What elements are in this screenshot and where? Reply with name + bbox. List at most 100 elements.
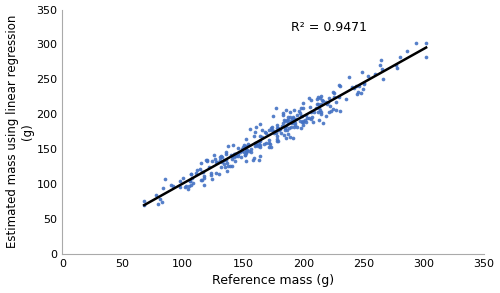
Point	[262, 141, 270, 145]
Point	[403, 49, 411, 53]
Point	[348, 85, 356, 90]
Point	[232, 159, 239, 163]
Point	[198, 170, 206, 175]
Point	[309, 119, 317, 124]
Point	[274, 125, 282, 130]
Point	[314, 95, 322, 100]
Point	[288, 118, 296, 123]
Point	[252, 142, 260, 146]
Text: R² = 0.9471: R² = 0.9471	[291, 21, 367, 33]
Point	[292, 125, 300, 129]
Point	[196, 166, 204, 171]
Point	[332, 99, 340, 104]
Point	[224, 164, 232, 168]
Point	[273, 133, 281, 138]
Point	[296, 105, 304, 110]
Point	[285, 126, 293, 130]
Point	[298, 120, 306, 124]
Point	[364, 74, 372, 78]
Point	[167, 183, 175, 188]
Point	[208, 159, 216, 163]
Point	[282, 124, 290, 129]
Point	[186, 178, 194, 183]
Point	[357, 91, 365, 96]
Point	[247, 146, 255, 151]
Point	[310, 109, 318, 114]
Point	[314, 110, 322, 115]
Point	[286, 134, 294, 139]
Point	[207, 172, 215, 177]
Point	[188, 183, 196, 188]
Point	[222, 158, 230, 163]
Point	[227, 152, 235, 157]
Point	[252, 124, 260, 129]
Point	[202, 158, 210, 163]
Point	[276, 131, 284, 136]
Point	[262, 130, 270, 135]
Point	[161, 176, 169, 181]
Point	[299, 119, 307, 124]
Point	[234, 154, 242, 158]
Point	[412, 41, 420, 45]
Point	[265, 127, 273, 132]
Point	[268, 128, 276, 132]
Point	[289, 116, 297, 120]
Point	[284, 115, 292, 120]
Point	[315, 117, 323, 122]
Point	[180, 175, 188, 180]
Point	[289, 115, 297, 120]
Point	[330, 95, 338, 100]
Point	[220, 158, 228, 163]
Point	[291, 123, 299, 128]
Point	[326, 103, 334, 108]
Point	[286, 115, 294, 119]
Point	[190, 181, 198, 186]
Point	[280, 132, 288, 137]
Point	[282, 118, 290, 122]
Point	[232, 151, 239, 156]
Point	[239, 144, 247, 149]
Point	[205, 165, 213, 169]
Point	[296, 111, 304, 115]
Point	[170, 184, 177, 188]
Point	[316, 95, 324, 100]
Point	[354, 90, 362, 94]
Point	[228, 154, 236, 158]
Point	[188, 176, 196, 180]
Point	[254, 158, 262, 163]
Point	[241, 153, 249, 158]
Point	[158, 186, 166, 191]
Point	[254, 144, 262, 148]
Point	[197, 177, 205, 182]
Point	[220, 164, 228, 169]
Point	[176, 185, 184, 189]
Point	[186, 172, 194, 177]
Point	[242, 159, 250, 163]
Point	[256, 134, 264, 139]
Point	[242, 137, 250, 142]
Point	[222, 150, 230, 154]
Point	[228, 153, 236, 158]
Point	[396, 55, 404, 60]
Point	[290, 117, 298, 121]
Point	[293, 112, 301, 117]
Point	[265, 137, 273, 142]
Point	[281, 119, 289, 123]
Point	[360, 81, 368, 86]
Point	[303, 115, 311, 120]
Point	[316, 112, 324, 117]
Point	[242, 151, 250, 156]
Point	[216, 154, 224, 159]
Point	[255, 143, 263, 147]
Point	[203, 159, 211, 164]
Point	[267, 125, 275, 130]
Point	[308, 115, 316, 120]
Point	[234, 152, 242, 156]
Point	[280, 125, 288, 130]
Point	[210, 156, 218, 161]
Point	[182, 185, 190, 190]
Point	[422, 41, 430, 45]
Point	[359, 86, 367, 91]
Point	[212, 160, 220, 165]
Point	[299, 101, 307, 106]
